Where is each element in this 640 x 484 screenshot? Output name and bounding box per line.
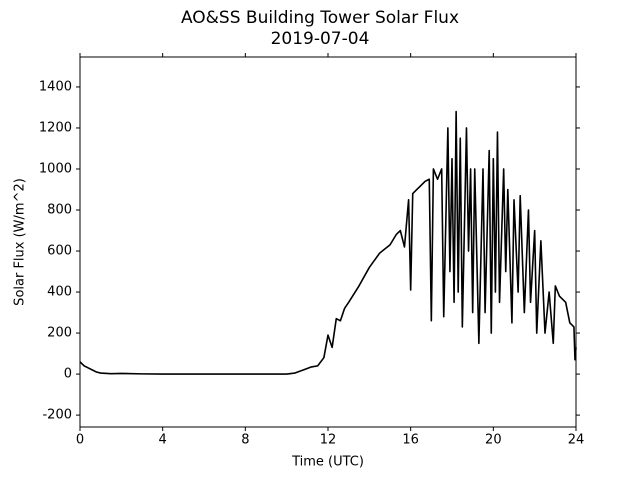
x-tick-label: 8: [241, 433, 249, 448]
y-tick-label: 800: [47, 203, 72, 218]
y-axis-label: Solar Flux (W/m^2): [13, 178, 28, 306]
y-tick-label: 0: [64, 367, 72, 382]
y-tick-label: 200: [47, 326, 72, 341]
y-tick-label: 1000: [39, 161, 72, 176]
y-tick-label: 1200: [39, 120, 72, 135]
y-tick-label: 1400: [39, 79, 72, 94]
chart-subtitle: 2019-07-04: [271, 29, 370, 49]
data-line: [79, 110, 577, 375]
y-tick-label: 400: [47, 285, 72, 300]
x-tick-label: 0: [76, 433, 84, 448]
x-tick-label: 24: [568, 433, 585, 448]
x-tick-label: 16: [402, 433, 419, 448]
x-tick-label: 12: [320, 433, 337, 448]
chart-title: AO&SS Building Tower Solar Flux: [181, 8, 459, 28]
x-axis-label: Time (UTC): [291, 455, 364, 470]
x-tick-label: 20: [485, 433, 502, 448]
y-tick-label: 600: [47, 244, 72, 259]
x-tick-label: 4: [159, 433, 167, 448]
y-tick-label: -200: [42, 408, 72, 423]
